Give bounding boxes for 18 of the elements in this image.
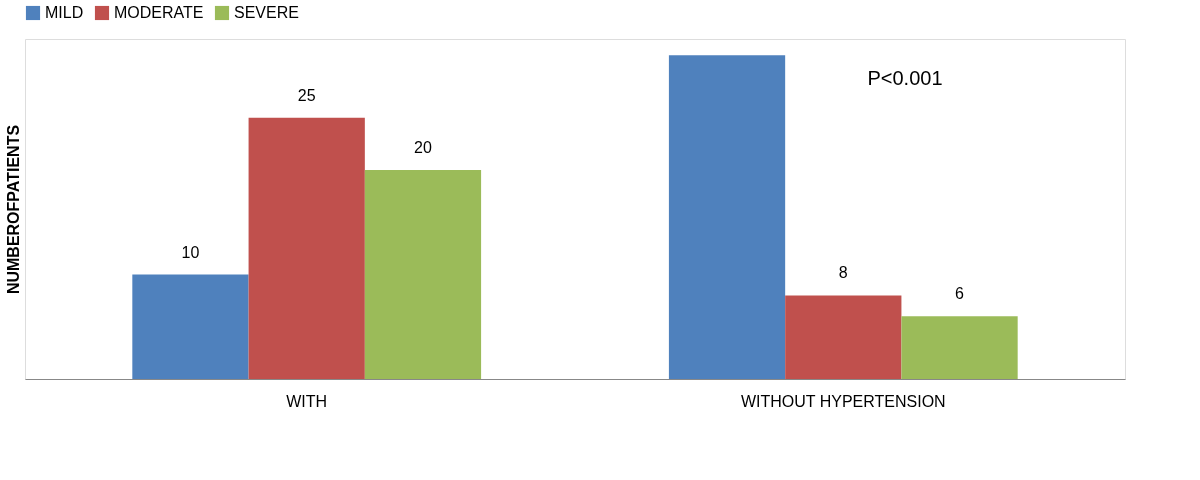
legend-label: SEVERE <box>234 4 299 21</box>
x-tick-label: WITHOUT HYPERTENSION <box>740 392 946 410</box>
data-label: 6 <box>955 285 965 303</box>
data-label: 10 <box>181 243 200 261</box>
legend-label: MODERATE <box>114 4 204 21</box>
bar <box>901 316 1018 379</box>
data-label: 25 <box>297 86 316 104</box>
data-label: 20 <box>414 139 432 157</box>
annotation: P<0.001 <box>867 67 943 89</box>
bar <box>132 274 249 379</box>
bar <box>668 55 786 379</box>
data-label: 8 <box>838 264 848 282</box>
y-axis-title: NUMBEROFPATIENTS <box>4 124 22 295</box>
bar <box>364 170 482 379</box>
x-tick-label: WITH <box>286 392 328 410</box>
bar <box>248 117 365 379</box>
legend-label: MILD <box>45 4 84 21</box>
bar <box>785 295 902 379</box>
